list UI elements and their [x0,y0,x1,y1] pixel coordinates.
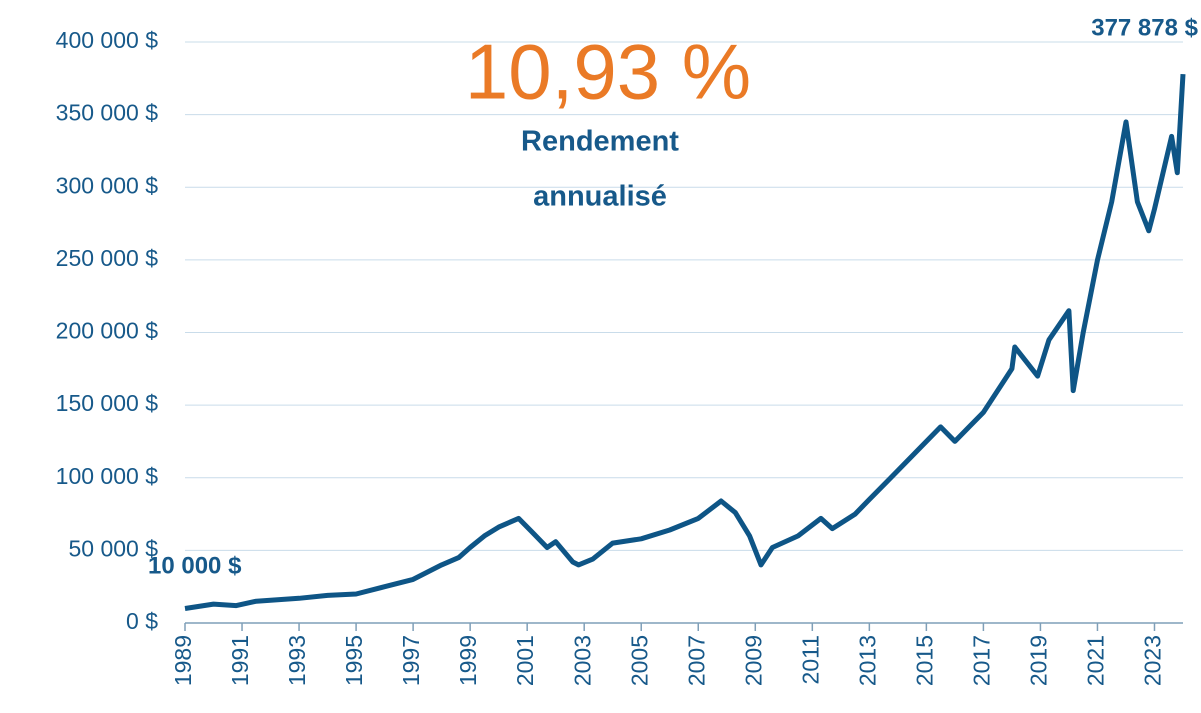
x-tick-label: 1989 [170,635,196,686]
y-tick-label: 400 000 $ [56,27,159,53]
y-tick-label: 350 000 $ [56,100,159,126]
rate: 10,93 % [465,28,751,116]
y-tick-label: 0 $ [126,608,158,634]
x-tick-label: 1999 [455,635,481,686]
rate-caption: Rendement [521,126,679,158]
x-tick-label: 2001 [512,635,538,686]
y-tick-label: 300 000 $ [56,172,159,198]
y-tick-label: 200 000 $ [56,318,159,344]
rate-caption: annualisé [533,181,667,213]
x-tick-label: 2007 [683,635,709,686]
y-tick-label: 150 000 $ [56,390,159,416]
x-tick-label: 2009 [740,635,766,686]
y-tick-label: 250 000 $ [56,245,159,271]
x-tick-label: 1991 [227,635,253,686]
x-tick-label: 2011 [797,635,823,684]
y-tick-label: 50 000 $ [68,535,158,561]
x-tick-label: 2005 [626,635,652,686]
x-tick-label: 2021 [1083,635,1109,686]
y-tick-label: 100 000 $ [56,463,159,489]
x-tick-label: 2017 [968,635,994,686]
x-tick-label: 2019 [1026,635,1052,686]
x-tick-label: 2023 [1140,635,1166,686]
start-label: 10 000 $ [148,552,242,579]
x-tick-label: 2015 [911,635,937,686]
x-tick-label: 1993 [284,635,310,686]
x-tick-label: 2003 [569,635,595,686]
x-tick-label: 1995 [341,635,367,686]
x-tick-label: 1997 [398,635,424,686]
x-tick-label: 2013 [854,635,880,686]
line [184,73,1186,611]
end-label: 377 878 $ [1091,14,1198,41]
